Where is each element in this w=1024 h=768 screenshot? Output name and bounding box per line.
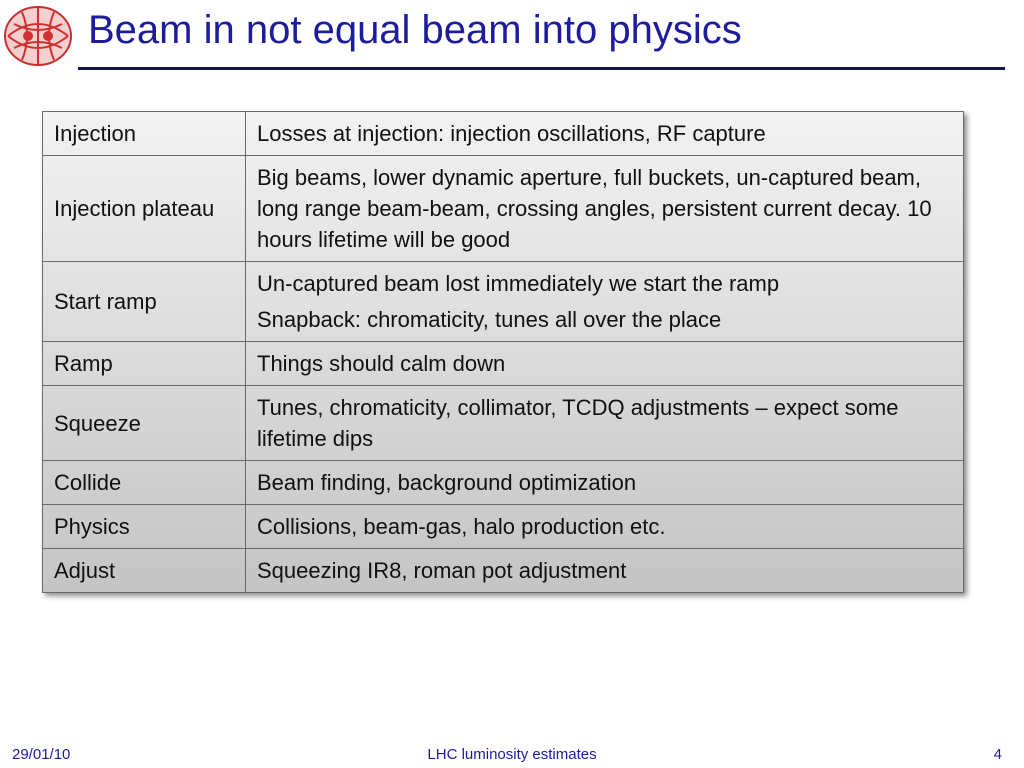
note: Things should calm down — [257, 351, 506, 376]
notes-cell: Losses at injection: injection oscillati… — [245, 111, 964, 156]
table-row: Squeeze Tunes, chromaticity, collimator, … — [42, 385, 964, 461]
notes-cell: Squeezing IR8, roman pot adjustment — [245, 548, 964, 593]
table-row: Physics Collisions, beam-gas, halo produc… — [42, 504, 964, 549]
notes-cell: Beam finding, background optimization — [245, 460, 964, 505]
notes-cell: Tunes, chromaticity, collimator, TCDQ ad… — [245, 385, 964, 461]
slide-title: Beam in not equal beam into physics — [88, 8, 742, 52]
stage-table: Injection Losses at injection: injection … — [42, 111, 964, 593]
footer-date: 29/01/10 — [12, 746, 71, 763]
notes-cell: Collisions, beam-gas, halo production et… — [245, 504, 964, 549]
table-row: Collide Beam finding, background optimiza… — [42, 460, 964, 505]
stage-cell: Squeeze — [42, 385, 246, 461]
stage-cell: Injection — [42, 111, 246, 156]
note: Beam finding, background optimization — [257, 470, 637, 495]
stage-cell: Start ramp — [42, 261, 246, 342]
notes-cell: Un-captured beam lost immediately we sta… — [245, 261, 964, 342]
table-row: Injection Losses at injection: injection … — [42, 111, 964, 156]
logo — [4, 6, 72, 66]
title-rule — [78, 67, 1005, 70]
table-row: Ramp Things should calm down — [42, 341, 964, 386]
table-row: Adjust Squeezing IR8, roman pot adjustmen… — [42, 548, 964, 593]
page-number: 4 — [993, 746, 1002, 763]
note: Un-captured beam lost immediately we sta… — [257, 271, 780, 296]
stage-cell: Collide — [42, 460, 246, 505]
stage-cell: Physics — [42, 504, 246, 549]
notes-cell: Things should calm down — [245, 341, 964, 386]
table-row: Injection plateau Big beams, lower dynami… — [42, 155, 964, 262]
note: Losses at injection: injection oscillati… — [257, 121, 766, 146]
footer-title: LHC luminosity estimates — [427, 746, 597, 763]
note: Tunes, chromaticity, collimator, TCDQ ad… — [257, 395, 899, 451]
table-row: Start ramp Un-captured beam lost immediat… — [42, 261, 964, 342]
note: Squeezing IR8, roman pot adjustment — [257, 558, 627, 583]
stage-cell: Injection plateau — [42, 155, 246, 262]
note: Big beams, lower dynamic aperture, full … — [257, 165, 932, 252]
stage-cell: Adjust — [42, 548, 246, 593]
note: Snapback: chromaticity, tunes all over t… — [257, 307, 722, 332]
stage-cell: Ramp — [42, 341, 246, 386]
note: Collisions, beam-gas, halo production et… — [257, 514, 666, 539]
notes-cell: Big beams, lower dynamic aperture, full … — [245, 155, 964, 262]
